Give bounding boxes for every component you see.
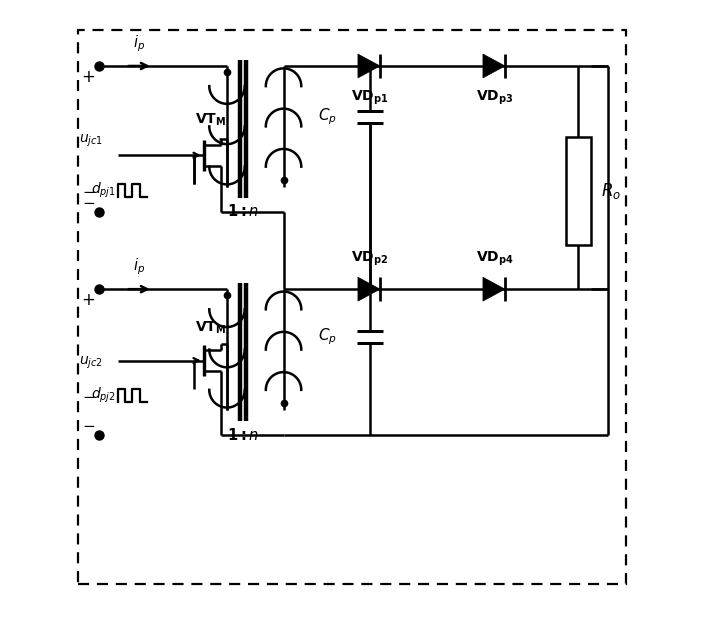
Polygon shape (483, 277, 505, 301)
Text: $+$: $+$ (81, 68, 95, 86)
Text: $i_p$: $i_p$ (133, 257, 145, 277)
Text: $\mathbf{VD_{p3}}$: $\mathbf{VD_{p3}}$ (476, 89, 513, 107)
Polygon shape (358, 54, 380, 78)
Text: $\mathbf{VD_{p2}}$: $\mathbf{VD_{p2}}$ (351, 250, 389, 268)
Text: $d_{pj1}$: $d_{pj1}$ (91, 180, 115, 200)
Text: $i_p$: $i_p$ (133, 33, 145, 54)
Text: $d_{pj2}$: $d_{pj2}$ (91, 386, 115, 405)
Text: $u_{jc1}$: $u_{jc1}$ (80, 132, 103, 149)
Text: $-$: $-$ (82, 193, 95, 208)
Text: $\mathbf{1:}n$: $\mathbf{1:}n$ (227, 203, 259, 219)
Text: $-$: $-$ (82, 388, 95, 403)
Text: $\mathbf{VD_{p1}}$: $\mathbf{VD_{p1}}$ (351, 89, 389, 107)
Text: $C_p$: $C_p$ (318, 106, 337, 127)
Text: $\mathbf{VD_{p4}}$: $\mathbf{VD_{p4}}$ (476, 250, 514, 268)
Text: $+$: $+$ (81, 291, 95, 309)
Polygon shape (358, 277, 380, 301)
Text: $\mathbf{1:}n$: $\mathbf{1:}n$ (227, 427, 259, 443)
Text: $u_{jc2}$: $u_{jc2}$ (80, 354, 103, 371)
Text: $\mathbf{VT_M}$: $\mathbf{VT_M}$ (196, 319, 227, 335)
Text: $-$: $-$ (82, 183, 95, 198)
Text: $R_o$: $R_o$ (601, 181, 621, 201)
Text: $-$: $-$ (82, 417, 95, 432)
Text: $\mathbf{VT_M}$: $\mathbf{VT_M}$ (196, 112, 227, 128)
Polygon shape (483, 54, 505, 78)
Text: $C_p$: $C_p$ (318, 327, 337, 347)
